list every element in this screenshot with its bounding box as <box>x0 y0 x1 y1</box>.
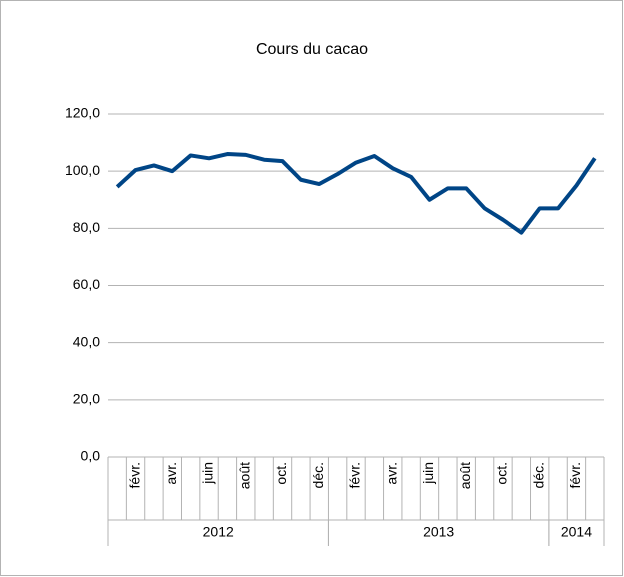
x-tick-label: juin <box>200 462 216 485</box>
y-tick-label: 20,0 <box>73 391 100 407</box>
y-tick-label: 100,0 <box>65 162 100 178</box>
x-tick-label: juin <box>420 462 436 485</box>
x-tick-label: déc. <box>310 462 326 488</box>
x-tick-label: oct. <box>494 462 510 485</box>
x-tick-label: août <box>236 462 252 489</box>
x-tick-label: févr. <box>126 462 142 488</box>
x-tick-label: févr. <box>347 462 363 488</box>
year-label: 2014 <box>561 524 592 540</box>
line-series <box>115 152 597 235</box>
year-label: 2013 <box>423 524 454 540</box>
x-tick-label: août <box>457 462 473 489</box>
y-tick-label: 120,0 <box>65 105 100 121</box>
x-tick-label: déc. <box>530 462 546 488</box>
x-tick-label: avr. <box>383 462 399 485</box>
y-tick-label: 40,0 <box>73 333 100 349</box>
year-label: 2012 <box>203 524 234 540</box>
chart-title: Cours du cacao <box>256 41 368 58</box>
x-tick-label: avr. <box>163 462 179 485</box>
y-tick-label: 0,0 <box>81 448 101 464</box>
y-tick-label: 60,0 <box>73 276 100 292</box>
y-tick-label: 80,0 <box>73 219 100 235</box>
x-tick-label: févr. <box>567 462 583 488</box>
x-tick-label: oct. <box>273 462 289 485</box>
